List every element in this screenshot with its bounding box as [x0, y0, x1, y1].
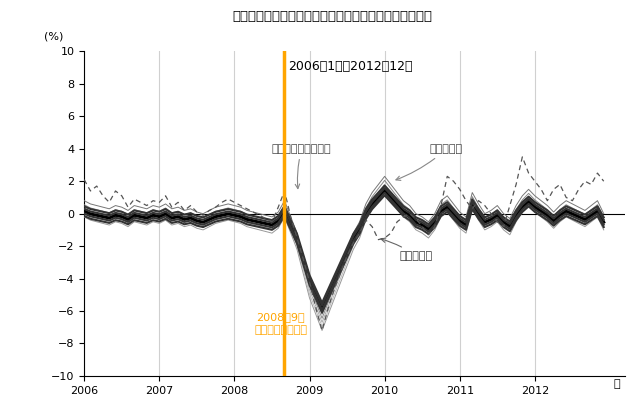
- Text: パートタイム労働者: パートタイム労働者: [272, 144, 332, 189]
- Text: 就業形態計: 就業形態計: [381, 238, 433, 261]
- Text: (%): (%): [44, 32, 63, 42]
- Text: 2008年9月: 2008年9月: [257, 312, 305, 322]
- Text: 一般労働者: 一般労働者: [396, 144, 463, 180]
- Text: 《参考》現金給与総額（前年同月比）　就業形態別比較: 《参考》現金給与総額（前年同月比） 就業形態別比較: [233, 10, 433, 23]
- Text: リーマンショック: リーマンショック: [254, 325, 307, 335]
- Text: 2006年1月～2012年12月: 2006年1月～2012年12月: [288, 59, 413, 72]
- Text: 年: 年: [614, 379, 620, 389]
